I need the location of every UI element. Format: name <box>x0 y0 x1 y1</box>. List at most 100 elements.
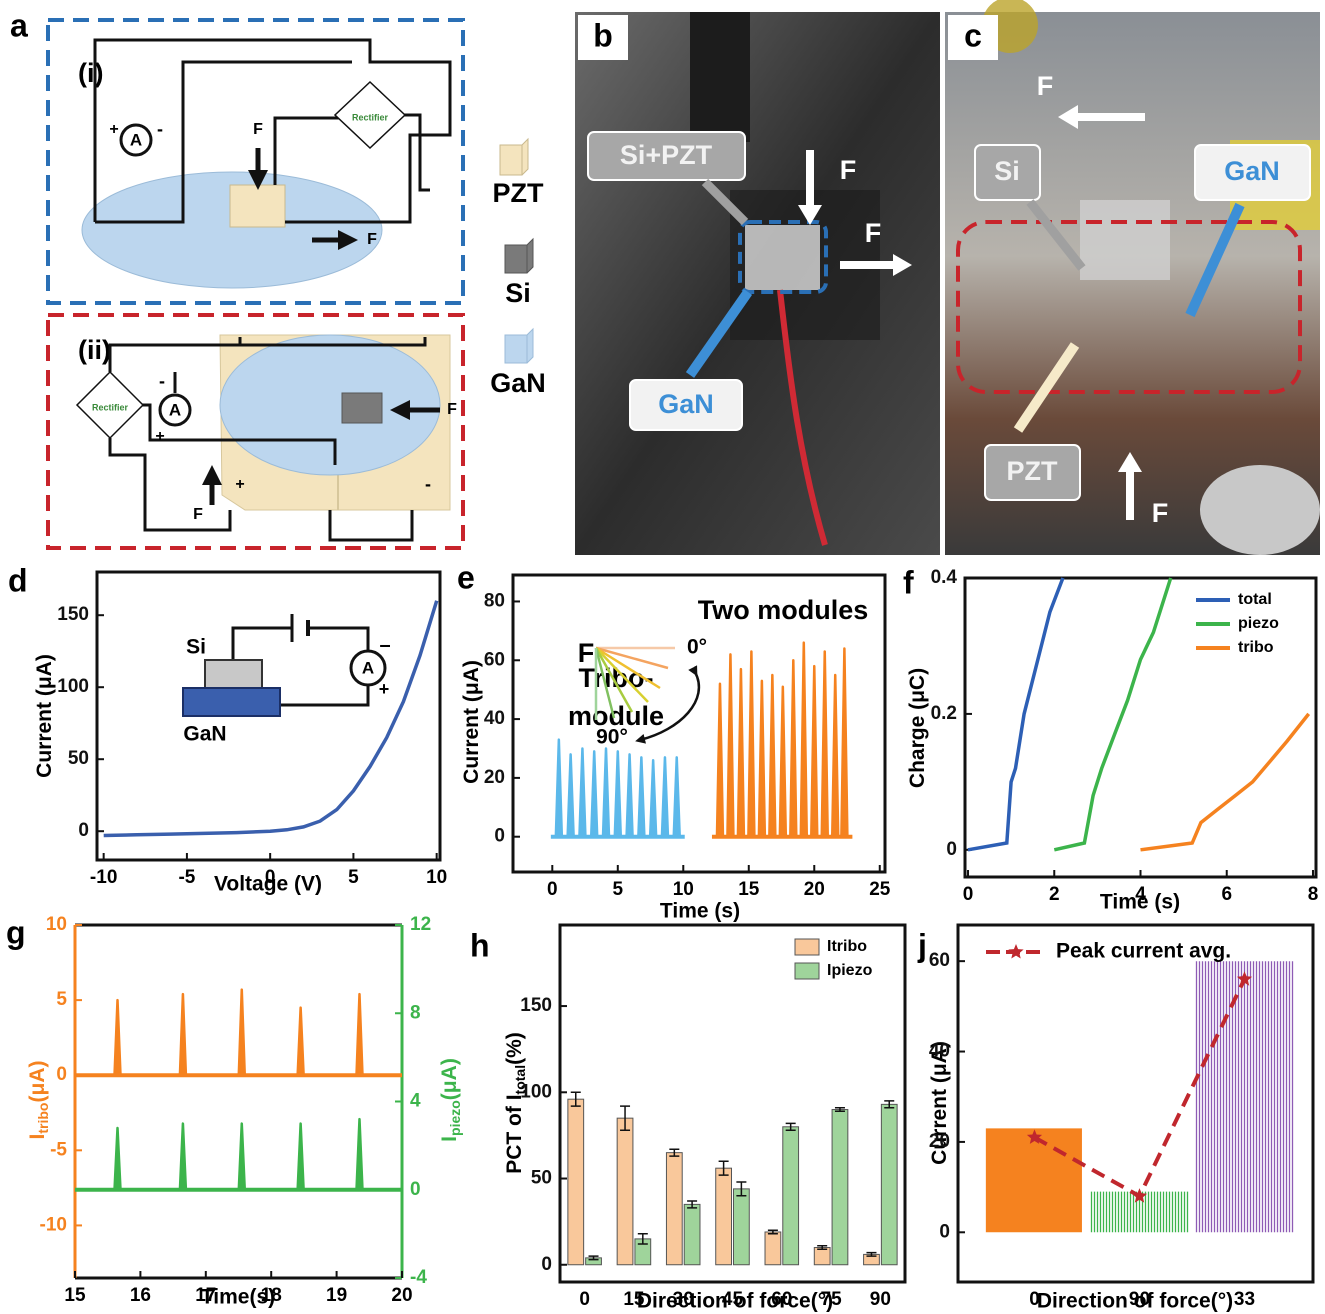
spike <box>356 1119 362 1190</box>
inset-label: Si <box>186 636 206 659</box>
photo-detail <box>1200 465 1320 555</box>
spike <box>239 990 245 1076</box>
bar <box>814 1248 830 1265</box>
panel-c: c F Si GaN PZT F <box>945 0 1320 555</box>
force-label: F <box>193 506 203 523</box>
spike <box>239 1124 245 1190</box>
x-tick-label: 90 <box>1129 1289 1150 1310</box>
photo-detail <box>690 12 750 142</box>
inset-label: – <box>379 634 390 656</box>
x-tick-label: -5 <box>178 867 195 888</box>
panel-e-static: e Time (s) Current (μA) Tribo- module Tw… <box>457 559 868 922</box>
bar <box>783 1127 799 1265</box>
spike <box>727 654 733 836</box>
x-tick-label: 17 <box>195 1285 216 1306</box>
y-tick-label: -5 <box>50 1139 67 1160</box>
bar <box>765 1232 781 1265</box>
subpanel-label: (ii) <box>78 335 111 365</box>
x-tick-label: 0 <box>963 884 974 905</box>
spike <box>790 660 796 836</box>
y2-tick-label: 8 <box>410 1002 421 1023</box>
signal <box>987 1128 1082 1232</box>
spike <box>603 748 609 836</box>
spike <box>801 643 807 837</box>
rectifier-label: Rectifier <box>352 112 389 122</box>
y-tick-label: 5 <box>56 989 67 1010</box>
bar <box>734 1189 750 1265</box>
photo-detail <box>745 225 820 290</box>
ammeter-label: A <box>130 130 142 149</box>
x-tick-label: 20 <box>391 1285 412 1306</box>
panel-letter: f <box>903 564 914 600</box>
spike <box>780 687 786 837</box>
spike <box>591 751 597 836</box>
y-tick-label: 0 <box>78 820 89 841</box>
spike <box>662 757 668 836</box>
x-tick-label: 10 <box>426 867 447 888</box>
x-tick-label: 25 <box>869 879 891 900</box>
material-swatch <box>500 139 528 175</box>
spike <box>356 994 362 1075</box>
y-tick-label: 0 <box>494 826 505 847</box>
y-tick-label: 50 <box>531 1168 552 1189</box>
y-axis-label: Charge (μC) <box>906 668 929 788</box>
label-part: (μA) <box>26 1061 49 1103</box>
spike <box>822 651 828 836</box>
x-tick-label: 0 <box>265 867 276 888</box>
sign: + <box>109 121 118 138</box>
material-swatch <box>505 239 533 273</box>
x-tick-label: 5 <box>348 867 359 888</box>
legend-swatch <box>795 939 819 955</box>
y-tick-label: 20 <box>929 1131 950 1152</box>
x-tick-label: 15 <box>623 1289 645 1310</box>
x-tick-label: 60 <box>771 1289 792 1310</box>
figure: a (i) A + - Rectifier F F (ii) Rectifier… <box>0 0 1325 1314</box>
x-tick-label: 8 <box>1308 884 1319 905</box>
x-tick-label: 6 <box>1221 884 1232 905</box>
y2-tick-label: 4 <box>410 1091 421 1112</box>
label-part: (μA) <box>438 1058 461 1100</box>
panel-letter: c <box>964 17 982 53</box>
force-label: F <box>1152 498 1169 528</box>
si-block <box>342 393 382 423</box>
y-tick-label: 60 <box>484 649 505 670</box>
spike <box>738 669 744 837</box>
bar <box>568 1099 584 1265</box>
y-axis-label: Itribo(μA) <box>26 1061 51 1140</box>
y-tick-label: 150 <box>57 604 89 625</box>
y-tick-label: 0 <box>946 839 957 860</box>
x-tick-label: 20 <box>804 879 825 900</box>
spike <box>811 666 817 837</box>
x-axis-label: Time (s) <box>660 900 740 923</box>
gan-block <box>183 688 280 716</box>
y-tick-label: 150 <box>520 995 552 1016</box>
spike <box>568 754 574 836</box>
sign: + <box>155 428 164 445</box>
x-tick-label: 0 <box>579 1289 590 1310</box>
legend-label: total <box>1238 591 1272 608</box>
x-tick-label: -10 <box>90 867 117 888</box>
spike <box>832 675 838 837</box>
y-tick-label: 0 <box>541 1254 552 1275</box>
spike <box>115 1000 121 1075</box>
y-tick-label: 40 <box>929 1041 950 1062</box>
x-tick-label: 45 <box>722 1289 744 1310</box>
pzt-block <box>230 185 285 227</box>
y-tick-label: 100 <box>57 676 89 697</box>
bar <box>832 1110 848 1265</box>
photo-detail <box>1080 200 1170 280</box>
y2-axis-label: Ipiezo(μA) <box>438 1058 463 1142</box>
y2-tick-label: 0 <box>410 1179 421 1200</box>
panel-b: b Si+PZT GaN F F <box>575 12 940 555</box>
label-part: tribo <box>35 1103 51 1134</box>
inset-label: 90° <box>596 726 628 749</box>
series-line <box>1054 578 1170 850</box>
x-tick-label: 10 <box>673 879 694 900</box>
legend-label: Itribo <box>827 938 867 955</box>
y2-tick-label: 12 <box>410 914 431 935</box>
label-part: (%) <box>503 1032 526 1065</box>
sign: + <box>235 476 244 493</box>
force-label: F <box>253 121 263 138</box>
spike <box>627 754 633 836</box>
x-tick-label: 15 <box>738 879 760 900</box>
